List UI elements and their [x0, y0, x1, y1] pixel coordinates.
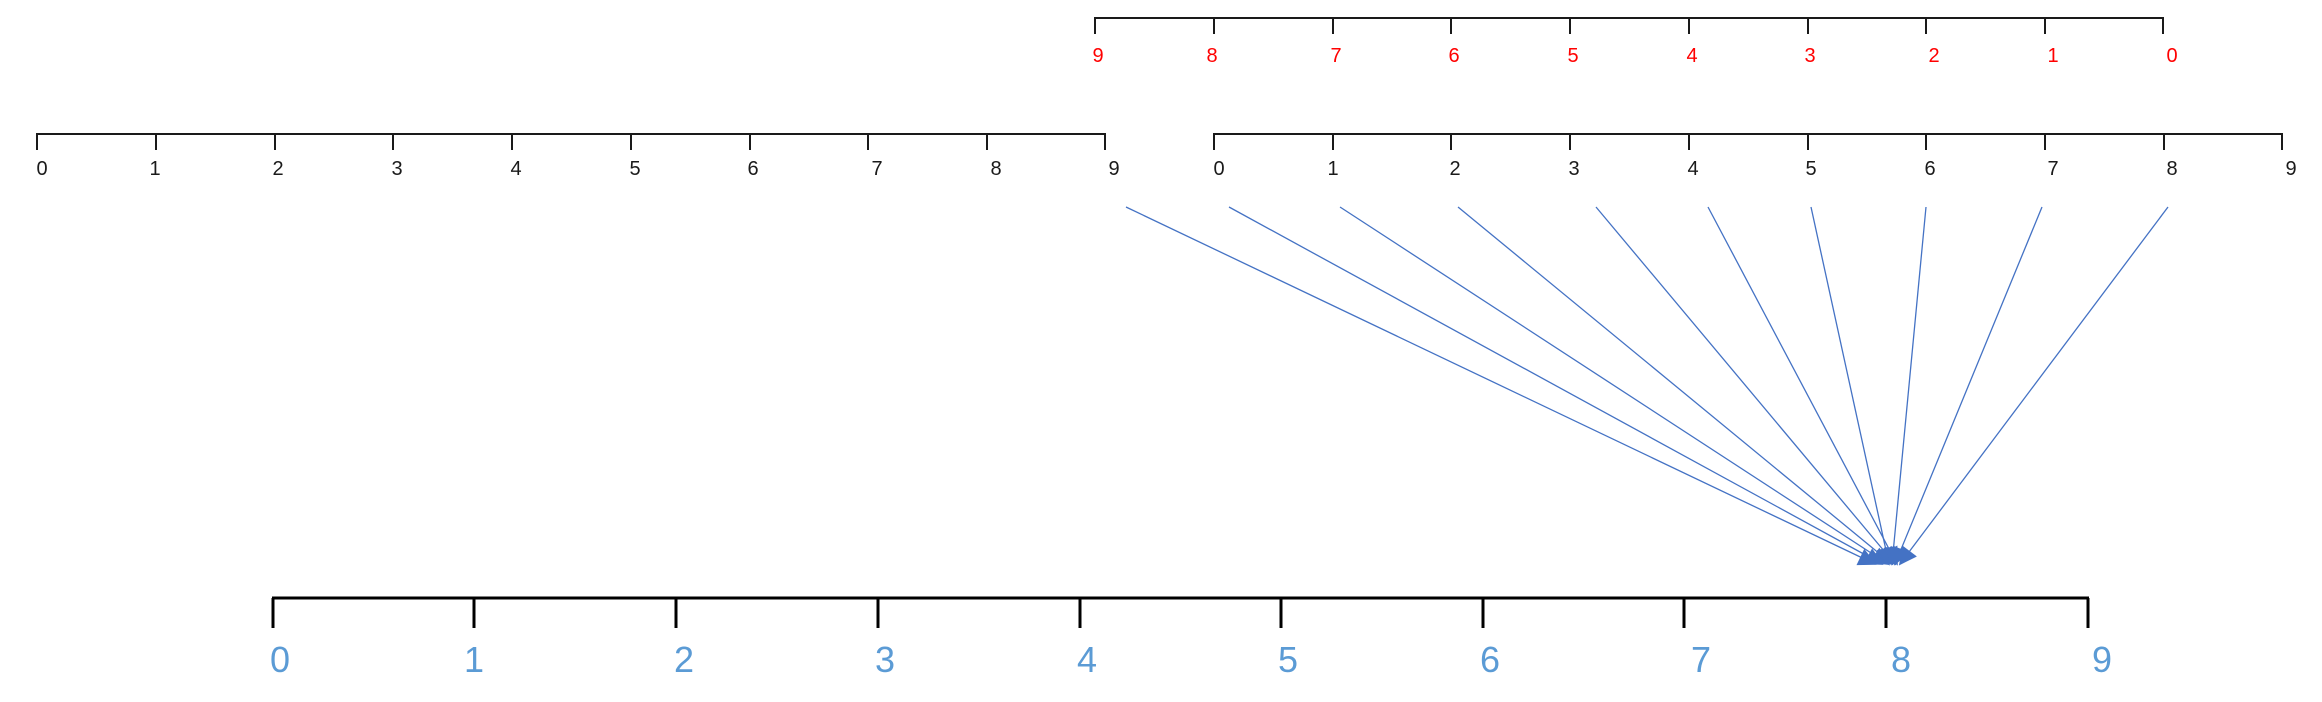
middle-right-label: 3 [1568, 158, 1579, 180]
middle-left-label: 0 [36, 158, 47, 180]
middle-left-label: 3 [391, 158, 402, 180]
top-red-label: 5 [1567, 45, 1578, 67]
arrow [1884, 206, 1927, 566]
bottom-label: 4 [1077, 639, 1097, 680]
arrow [1457, 206, 1894, 566]
middle-left-label: 7 [871, 158, 882, 180]
bottom-label: 5 [1278, 639, 1298, 680]
arrow [1339, 206, 1890, 565]
bottom-label: 1 [464, 639, 484, 680]
arrow [1125, 206, 1877, 566]
top-red-scale: 9 8 7 6 5 4 3 2 1 0 [1092, 17, 2178, 67]
middle-right-label: 4 [1687, 158, 1698, 180]
middle-left-label: 4 [510, 158, 521, 180]
bottom-label: 7 [1691, 639, 1711, 680]
top-red-label: 8 [1206, 45, 1217, 67]
top-red-label: 1 [2047, 45, 2058, 67]
arrow [1595, 206, 1897, 566]
middle-left-scale: 0 1 2 3 4 5 6 7 8 9 [36, 133, 1120, 180]
middle-right-label: 8 [2166, 158, 2177, 180]
middle-right-label: 7 [2047, 158, 2058, 180]
bottom-label: 3 [875, 639, 895, 680]
top-red-label: 4 [1686, 45, 1697, 67]
arrow [1228, 206, 1884, 565]
top-red-label: 0 [2166, 45, 2177, 67]
top-red-label: 2 [1928, 45, 1939, 67]
arrow [1892, 206, 2043, 566]
top-red-label: 9 [1092, 45, 1103, 67]
arrow [1898, 206, 2169, 566]
bottom-label: 0 [270, 639, 290, 680]
middle-left-label: 2 [272, 158, 283, 180]
arrow [1707, 206, 1898, 566]
middle-right-label: 5 [1805, 158, 1816, 180]
middle-left-label: 8 [990, 158, 1001, 180]
middle-left-label: 6 [747, 158, 758, 180]
top-red-label: 7 [1330, 45, 1341, 67]
middle-left-label: 5 [629, 158, 640, 180]
middle-left-label: 1 [149, 158, 160, 180]
arrow [1810, 206, 1895, 566]
bottom-label: 6 [1480, 639, 1500, 680]
bottom-scale: 0 1 2 3 4 5 6 7 8 9 [270, 596, 2112, 680]
converging-arrows [1125, 206, 2169, 566]
bottom-label: 9 [2092, 639, 2112, 680]
top-red-label: 3 [1804, 45, 1815, 67]
middle-right-label: 9 [2285, 158, 2296, 180]
middle-right-label: 0 [1213, 158, 1224, 180]
middle-right-label: 2 [1449, 158, 1460, 180]
middle-left-label: 9 [1108, 158, 1119, 180]
middle-right-label: 6 [1924, 158, 1935, 180]
middle-right-scale: 0 1 2 3 4 5 6 7 8 9 [1213, 133, 2297, 180]
middle-right-label: 1 [1327, 158, 1338, 180]
top-red-label: 6 [1448, 45, 1459, 67]
bottom-label: 2 [674, 639, 694, 680]
bottom-label: 8 [1891, 639, 1911, 680]
